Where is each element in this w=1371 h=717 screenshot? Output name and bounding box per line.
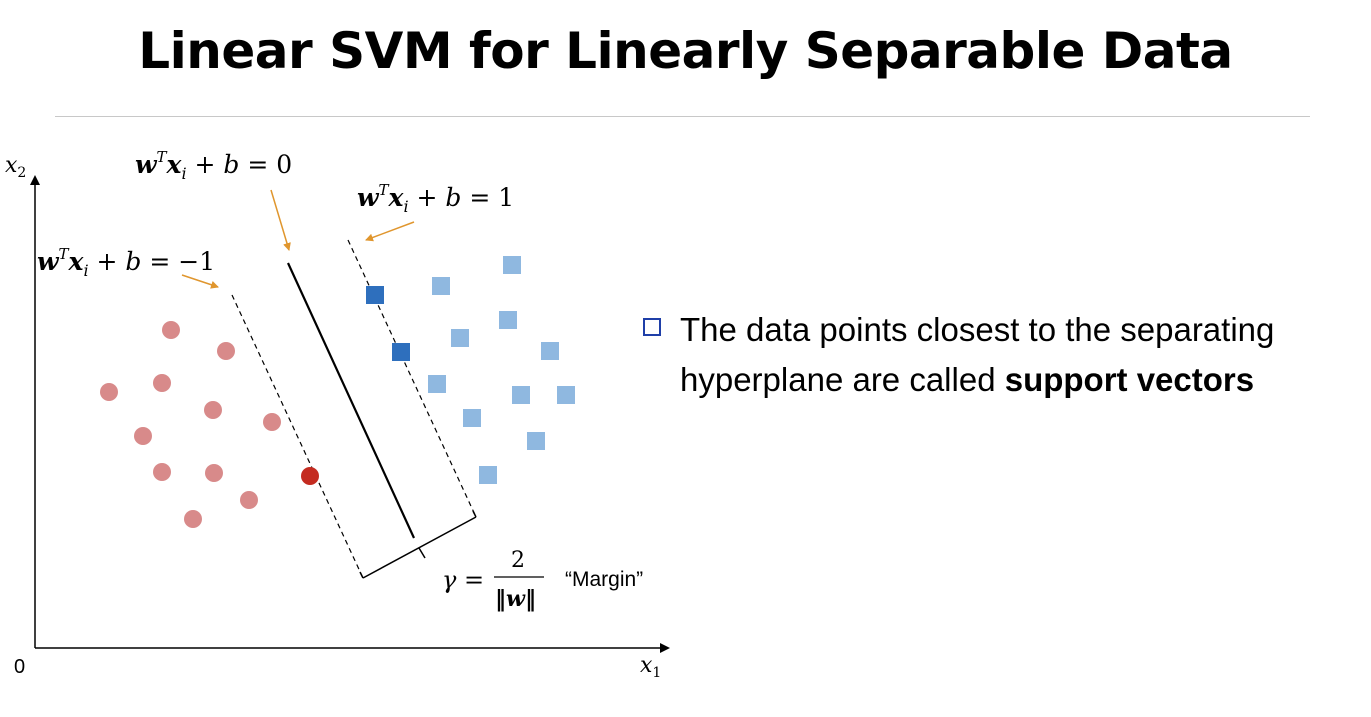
negative-point bbox=[162, 321, 180, 339]
negative-point bbox=[184, 510, 202, 528]
positive-margin-annotation-arrow bbox=[365, 221, 415, 242]
margin-label: “Margin” bbox=[565, 568, 643, 591]
separating-hyperplane bbox=[286, 262, 416, 539]
negative-margin-boundary bbox=[231, 294, 364, 579]
negative-point bbox=[240, 491, 258, 509]
x-axis-label: x1 bbox=[640, 653, 661, 681]
positive-point bbox=[479, 466, 497, 484]
negative-margin-annotation-arrow bbox=[181, 274, 219, 289]
bullet-line-1: The data points closest to the separatin… bbox=[680, 311, 1275, 348]
negative-margin-equation: wTxi + b = −1 bbox=[37, 245, 215, 280]
positive-point bbox=[463, 409, 481, 427]
hyperplane-equation: wTxi + b = 0 bbox=[135, 148, 292, 183]
positive-point bbox=[557, 386, 575, 404]
bullet-line-2-prefix: hyperplane are called bbox=[680, 361, 1005, 398]
positive-point bbox=[428, 375, 446, 393]
positive-point bbox=[451, 329, 469, 347]
margin-denominator: ‖w‖ bbox=[495, 586, 536, 612]
positive-margin-boundary bbox=[347, 239, 477, 518]
negative-point bbox=[100, 383, 118, 401]
title-divider bbox=[55, 116, 1310, 117]
negative-point bbox=[205, 464, 223, 482]
negative-point bbox=[153, 374, 171, 392]
gamma-label: γ = bbox=[442, 566, 484, 594]
positive-support-vector bbox=[366, 286, 384, 304]
negative-point bbox=[153, 463, 171, 481]
positive-point bbox=[499, 311, 517, 329]
bullet-line-2: hyperplane are called support vectors bbox=[680, 360, 1254, 400]
negative-support-vector bbox=[301, 467, 319, 485]
positive-point bbox=[512, 386, 530, 404]
negative-class-points bbox=[100, 321, 281, 528]
bullet-checkbox-icon bbox=[643, 318, 661, 336]
negative-point bbox=[134, 427, 152, 445]
margin-bracket bbox=[362, 516, 477, 579]
origin-label: 0 bbox=[14, 656, 25, 678]
positive-point bbox=[432, 277, 450, 295]
positive-class-points bbox=[428, 256, 575, 484]
positive-point bbox=[503, 256, 521, 274]
positive-point bbox=[527, 432, 545, 450]
negative-point bbox=[263, 413, 281, 431]
margin-numerator: 2 bbox=[511, 548, 525, 573]
margin-bracket-tick bbox=[418, 547, 426, 559]
margin-bracket-end-left bbox=[359, 571, 364, 579]
support-vectors-term: support vectors bbox=[1004, 361, 1255, 398]
negative-point bbox=[204, 401, 222, 419]
y-axis-label: x2 bbox=[5, 153, 26, 181]
slide-title: Linear SVM for Linearly Separable Data bbox=[138, 22, 1233, 80]
negative-point bbox=[217, 342, 235, 360]
margin-bracket-end-right bbox=[472, 510, 477, 518]
positive-point bbox=[541, 342, 559, 360]
hyperplane-annotation-arrow bbox=[270, 189, 291, 251]
positive-margin-equation: wTxi + b = 1 bbox=[357, 181, 514, 216]
positive-support-vector bbox=[392, 343, 410, 361]
